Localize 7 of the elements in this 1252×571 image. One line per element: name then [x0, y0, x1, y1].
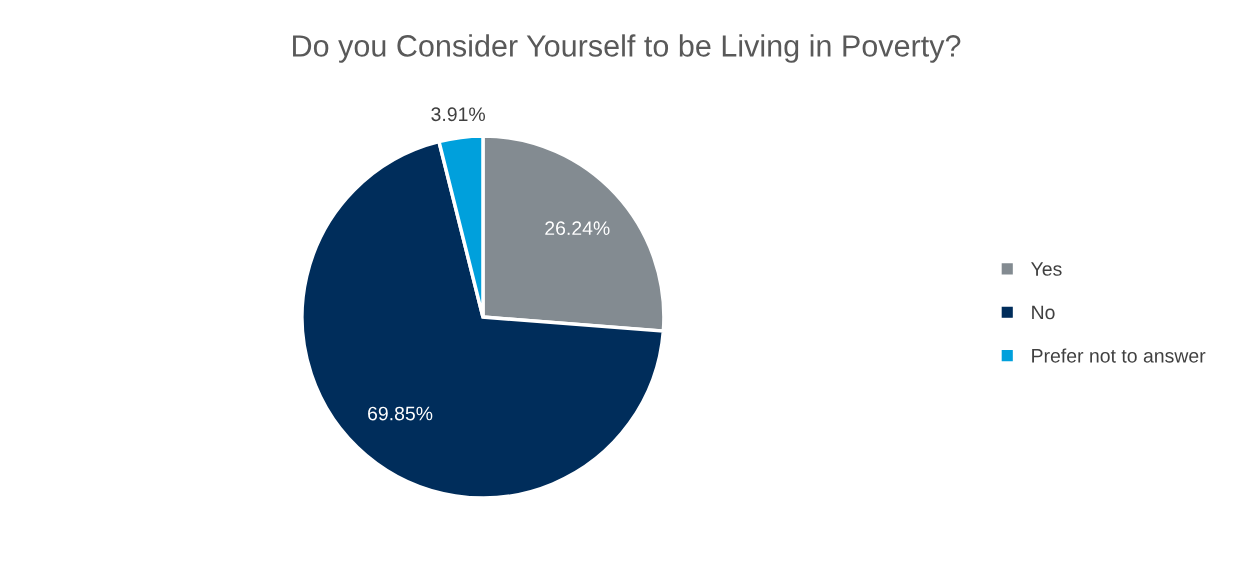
data-label: 3.91% — [431, 107, 485, 122]
data-label: 26.24% — [545, 221, 610, 236]
legend-label: No — [1032, 305, 1055, 320]
legend-label: Prefer not to answer — [1032, 348, 1206, 363]
data-label: 69.85% — [368, 406, 433, 421]
legend-label: Yes — [1031, 262, 1062, 276]
chart-title: Do you Consider Yourself to be Living in Poverty? — [293, 34, 961, 63]
